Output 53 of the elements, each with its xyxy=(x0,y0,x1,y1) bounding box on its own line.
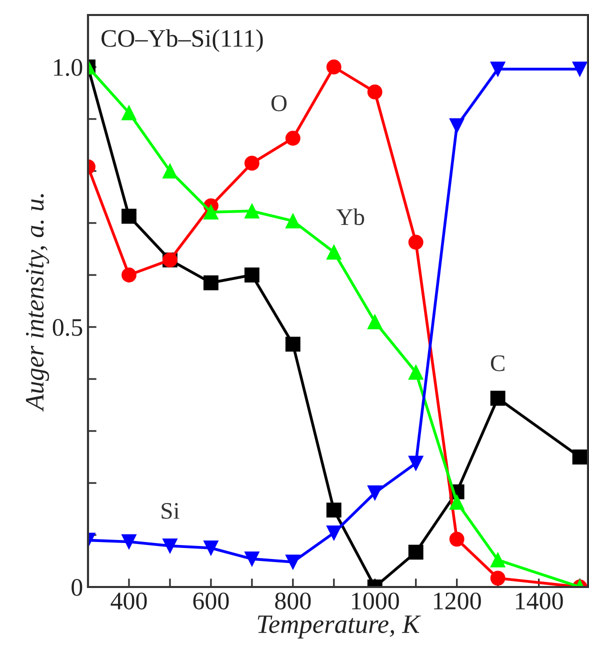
text: CO–Yb–Si(111) xyxy=(102,29,263,52)
point xyxy=(367,485,382,500)
point xyxy=(285,554,300,570)
point xyxy=(203,540,218,556)
point xyxy=(326,244,342,260)
y-tick-label: 1.0 xyxy=(54,59,82,76)
point xyxy=(122,268,136,282)
point xyxy=(408,364,424,380)
point xyxy=(367,314,382,330)
y-tick-label: 0 xyxy=(72,579,82,596)
point xyxy=(326,502,342,518)
point xyxy=(285,336,300,352)
point xyxy=(285,213,300,228)
point xyxy=(244,204,260,219)
point xyxy=(244,551,260,566)
x-tick-label: 1000 xyxy=(352,592,399,610)
point xyxy=(122,105,136,120)
point xyxy=(449,118,464,134)
point xyxy=(122,208,136,224)
point xyxy=(122,534,136,550)
series-label: C xyxy=(490,355,504,372)
point xyxy=(285,130,300,146)
point xyxy=(572,62,588,77)
point xyxy=(490,552,506,568)
x-tick-label: 1400 xyxy=(516,592,563,610)
x-tick-label: 800 xyxy=(275,592,311,610)
point xyxy=(162,164,178,178)
point xyxy=(203,275,218,290)
point xyxy=(449,494,464,510)
series-label: Yb xyxy=(336,208,364,226)
point xyxy=(244,268,260,282)
series-label: O xyxy=(271,95,287,112)
point xyxy=(162,538,178,554)
point xyxy=(449,532,464,547)
y-tick-label: 0.5 xyxy=(52,319,82,336)
y-axis-title: Auger intensity, a. u. xyxy=(26,194,50,412)
point xyxy=(490,62,506,77)
point xyxy=(367,84,382,100)
x-tick-label: 1200 xyxy=(434,592,481,610)
x-tick-label: 600 xyxy=(193,592,229,610)
point xyxy=(490,570,506,586)
point xyxy=(408,456,424,471)
x-axis-title: Temperature, K xyxy=(258,616,421,638)
point xyxy=(572,450,588,464)
point xyxy=(408,234,424,250)
point xyxy=(244,156,260,171)
point xyxy=(203,204,218,220)
point xyxy=(326,525,342,540)
x-tick-label: 400 xyxy=(110,592,147,610)
series-label: Si xyxy=(162,503,180,519)
point xyxy=(408,544,424,560)
point xyxy=(490,390,506,406)
point xyxy=(326,60,342,74)
